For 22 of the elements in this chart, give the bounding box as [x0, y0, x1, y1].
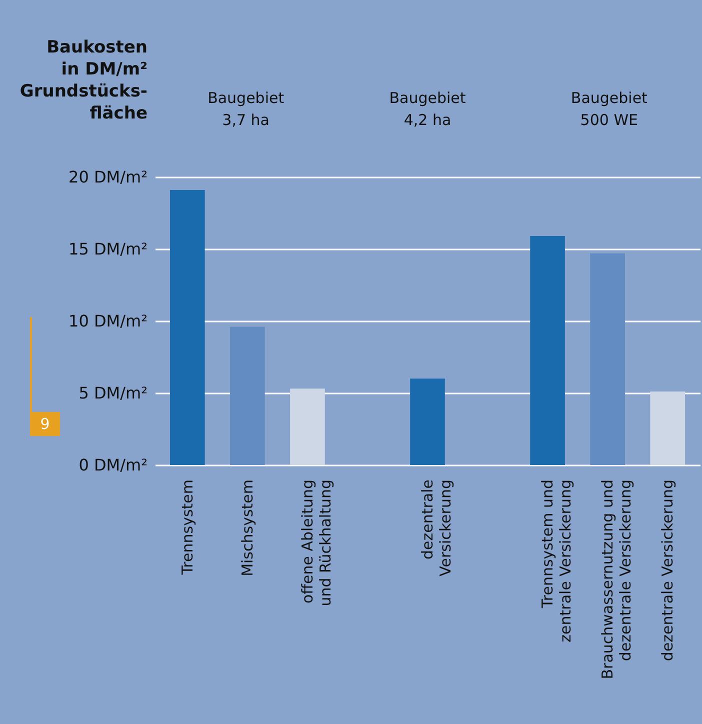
- text: Baugebiet 4,2 ha: [389, 89, 466, 129]
- x-tick-label: offene Ableitung und Rückhaltung: [298, 480, 334, 606]
- text: 9: [40, 415, 50, 433]
- bar: [650, 392, 685, 465]
- y-tick-label: 0 DM/m²: [78, 456, 148, 474]
- bar: [410, 378, 445, 465]
- x-tick-label: Trennsystem: [178, 480, 196, 576]
- bar: [530, 236, 565, 465]
- y-tick-label: 5 DM/m²: [78, 384, 148, 402]
- bar: [170, 190, 205, 465]
- bar: [230, 326, 265, 465]
- y-tick-label: 20 DM/m²: [68, 168, 148, 186]
- x-tick-label: dezentrale Versickerung: [658, 480, 677, 662]
- text: Baugebiet 3,7 ha: [208, 89, 284, 129]
- x-tick-label: Mischsystem: [238, 480, 256, 576]
- bar: [290, 388, 325, 465]
- y-tick-label: 10 DM/m²: [68, 312, 148, 330]
- bar: [590, 253, 625, 465]
- text: Baugebiet 500 WE: [570, 89, 648, 129]
- y-tick-label: 15 DM/m²: [68, 240, 148, 258]
- x-tick-label: dezentrale Versickerung: [418, 480, 454, 576]
- y-axis-title: Baukosten in DM/m² Grundstücks- fläche: [20, 38, 148, 124]
